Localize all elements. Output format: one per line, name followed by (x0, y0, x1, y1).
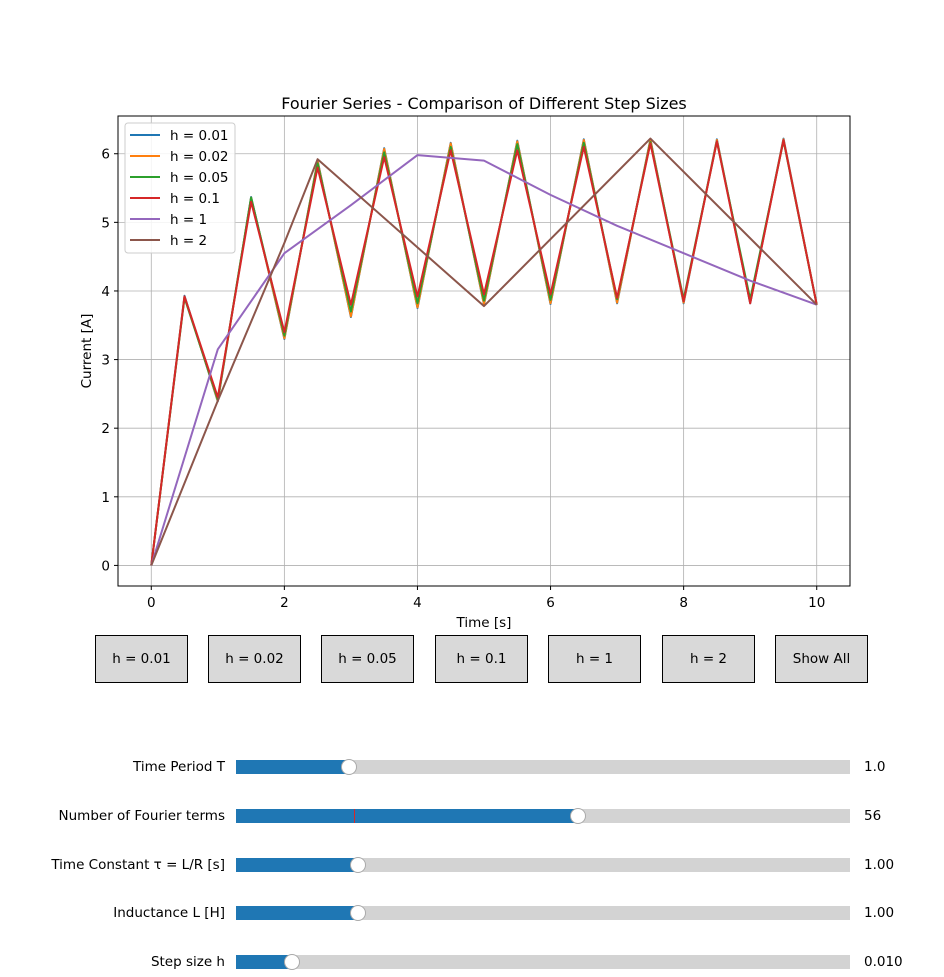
x-tick-label: 0 (147, 595, 156, 611)
slider-value: 1.0 (864, 759, 886, 775)
grid-lines (118, 116, 850, 586)
y-tick-label: 5 (101, 215, 110, 231)
y-tick-label: 6 (101, 147, 110, 163)
slider-fill (236, 809, 578, 823)
y-tick-label: 2 (101, 421, 110, 437)
legend-entry: h = 0.05 (170, 170, 229, 186)
legend-entry: h = 2 (170, 233, 207, 249)
legend-entry: h = 0.01 (170, 128, 229, 144)
x-tick-label: 10 (808, 595, 825, 611)
slider-fill (236, 760, 349, 774)
slider-value: 0.010 (864, 954, 903, 970)
slider-row-4: Step size h 0.010 (0, 952, 944, 972)
slider-track[interactable] (236, 905, 850, 921)
series-line-5 (150, 137, 818, 566)
slider-handle[interactable] (350, 905, 367, 921)
slider-fill (236, 858, 359, 872)
axis-ticks: 0 2 4 6 8 10 0 1 2 3 4 5 6 (101, 147, 825, 611)
slider-handle[interactable] (350, 857, 367, 873)
plot-figure: 0 2 4 6 8 10 0 1 2 3 4 5 6 Fourier Series - Comparis… (79, 94, 851, 631)
slider-label: Time Constant τ = L/R [s] (51, 857, 225, 873)
legend-entry: h = 1 (170, 212, 207, 228)
slider-track[interactable] (236, 759, 850, 775)
chart-title: Fourier Series - Comparison of Different… (281, 94, 687, 113)
x-tick-label: 2 (280, 595, 289, 611)
axes-frame (117, 115, 851, 587)
show-all-button[interactable]: Show All (775, 635, 868, 683)
step-size-button-0[interactable]: h = 0.01 (95, 635, 188, 683)
slider-fill (236, 906, 359, 920)
y-tick-label: 4 (101, 284, 110, 300)
slider-row-3: Inductance L [H] 1.00 (0, 903, 944, 923)
slider-track[interactable] (236, 954, 850, 970)
slider-label: Time Period T (133, 759, 225, 775)
step-size-button-1[interactable]: h = 0.02 (208, 635, 301, 683)
series-lines (150, 137, 818, 566)
slider-label: Step size h (150, 954, 225, 970)
legend-entry: h = 0.02 (170, 149, 229, 165)
slider-label: Number of Fourier terms (58, 808, 225, 824)
slider-handle[interactable] (283, 954, 300, 970)
x-tick-label: 6 (546, 595, 555, 611)
x-axis-label: Time [s] (456, 615, 512, 631)
slider-fill (236, 955, 292, 969)
y-tick-label: 0 (101, 558, 110, 574)
slider-track[interactable] (236, 808, 850, 824)
slider-row-2: Time Constant τ = L/R [s] 1.00 (0, 855, 944, 875)
x-tick-label: 8 (679, 595, 688, 611)
step-size-button-5[interactable]: h = 2 (662, 635, 755, 683)
step-size-button-4[interactable]: h = 1 (548, 635, 641, 683)
slider-value: 56 (864, 808, 882, 824)
series-line-4 (150, 154, 818, 566)
y-axis-label: Current [A] (79, 314, 95, 389)
slider-handle[interactable] (569, 808, 586, 824)
slider-row-1: Number of Fourier terms 56 (0, 806, 944, 826)
slider-label: Inductance L [H] (113, 905, 225, 921)
slider-row-0: Time Period T 1.0 (0, 757, 944, 777)
legend-entry: h = 0.1 (170, 191, 220, 207)
y-tick-label: 1 (101, 490, 110, 506)
step-size-button-3[interactable]: h = 0.1 (435, 635, 528, 683)
y-tick-label: 3 (101, 353, 110, 369)
x-tick-label: 4 (413, 595, 422, 611)
legend: h = 0.01 h = 0.02 h = 0.05 h = 0.1 h = 1 h = … (124, 122, 236, 254)
slider-value: 1.00 (864, 905, 895, 921)
slider-value: 1.00 (864, 857, 895, 873)
slider-handle[interactable] (340, 759, 357, 775)
step-size-button-2[interactable]: h = 0.05 (321, 635, 414, 683)
slider-initial-marker (353, 809, 355, 823)
slider-track[interactable] (236, 857, 850, 873)
